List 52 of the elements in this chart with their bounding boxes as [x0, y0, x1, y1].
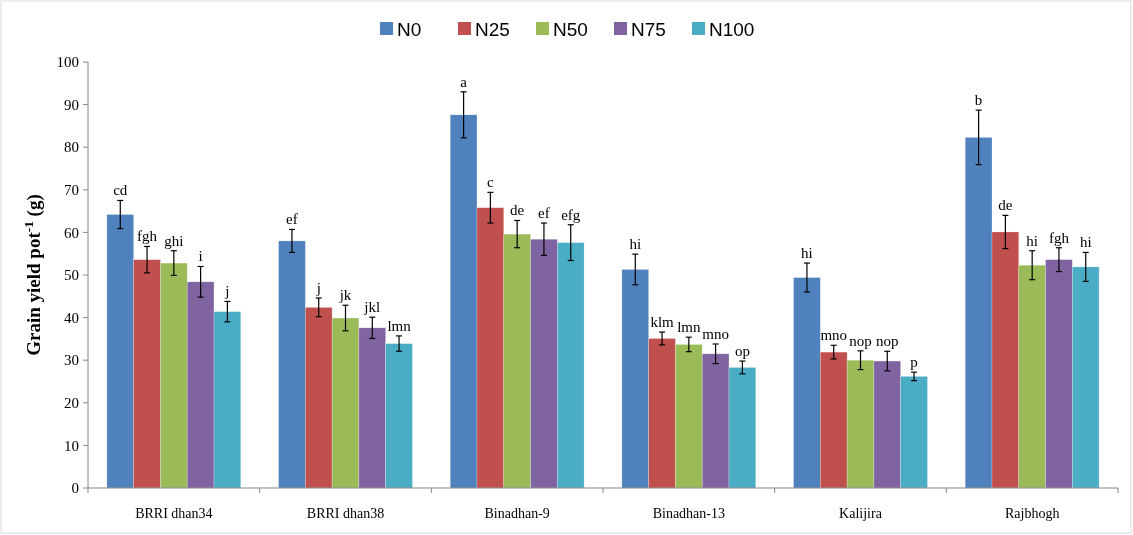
- y-tick-label: 20: [64, 395, 79, 412]
- data-label: nop: [849, 332, 872, 349]
- y-tick-label: 30: [64, 352, 79, 369]
- data-label: lmn: [677, 319, 701, 336]
- legend-label: N75: [631, 18, 666, 40]
- data-label: j: [224, 283, 230, 300]
- x-tick-label: Kalijira: [839, 506, 883, 521]
- data-label: c: [487, 174, 495, 191]
- y-tick-label: 80: [64, 139, 79, 156]
- data-label: j: [315, 280, 321, 296]
- data-label: op: [734, 343, 750, 360]
- y-tick-label: 60: [64, 224, 79, 241]
- y-tick-label: 70: [64, 182, 79, 199]
- y-tick-label: 10: [64, 437, 79, 454]
- data-label: klm: [650, 314, 675, 331]
- data-label: jk: [338, 287, 352, 304]
- data-label: de: [510, 202, 525, 219]
- data-label: p: [910, 354, 918, 371]
- data-label: efg: [561, 206, 581, 223]
- data-label: hi: [1079, 234, 1092, 251]
- legend-label: N0: [397, 18, 422, 40]
- data-label: ghi: [164, 232, 184, 249]
- data-label: fgh: [137, 228, 158, 245]
- data-label: b: [974, 92, 983, 109]
- data-label: ef: [286, 211, 298, 228]
- data-label: jkl: [363, 299, 381, 316]
- data-label: a: [460, 73, 468, 90]
- data-label: hi: [629, 236, 642, 253]
- legend-label: N50: [553, 18, 588, 40]
- data-label: mno: [702, 326, 729, 343]
- y-tick-label: 0: [71, 480, 79, 497]
- data-label: lmn: [387, 317, 412, 334]
- x-tick-label: BRRI dhan38: [306, 506, 385, 521]
- data-label: cd: [113, 182, 128, 199]
- y-tick-label: 100: [56, 54, 79, 71]
- data-label: hi: [801, 245, 813, 262]
- y-tick-label: 40: [64, 309, 79, 326]
- x-tick-label: Binadhan-9: [484, 506, 550, 521]
- data-label: hi: [1026, 232, 1038, 249]
- data-label: mno: [820, 327, 848, 344]
- data-label: fgh: [1048, 229, 1070, 246]
- legend-label: N25: [475, 18, 510, 40]
- data-label: nop: [876, 333, 899, 350]
- data-label: de: [998, 197, 1013, 214]
- data-label: i: [198, 248, 203, 265]
- x-tick-label: Binadhan-13: [652, 506, 725, 521]
- x-tick-label: BRRI dhan34: [135, 506, 213, 521]
- y-tick-label: 90: [64, 96, 79, 113]
- data-label: ef: [538, 205, 550, 222]
- legend-label: N100: [709, 18, 755, 40]
- y-tick-label: 50: [64, 267, 79, 284]
- x-tick-label: Rajbhogh: [1004, 506, 1060, 521]
